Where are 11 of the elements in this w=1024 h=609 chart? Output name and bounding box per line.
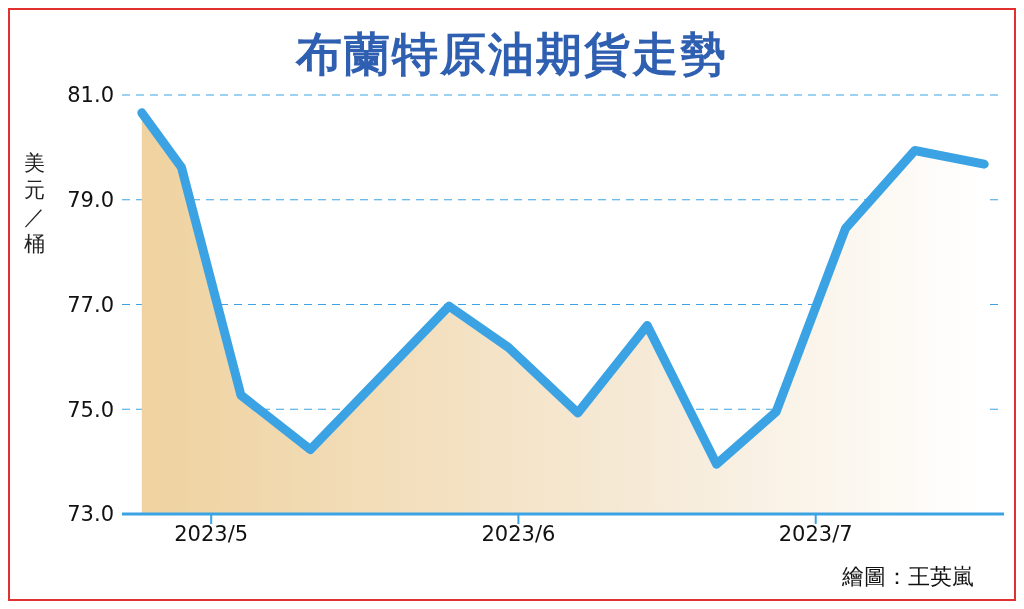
y-tick-label: 73.0	[67, 502, 114, 527]
x-tick-label: 2023/5	[174, 521, 249, 546]
text: 繪圖：王英嵐	[842, 563, 974, 591]
y-tick-label: 81.0	[67, 83, 114, 108]
y-tick-label: 75.0	[67, 397, 114, 422]
chart-title: 布蘭特原油期貨走勢	[296, 27, 728, 81]
y-tick-label: 79.0	[67, 188, 114, 213]
y-tick-label: 77.0	[67, 292, 114, 317]
x-tick-label: 2023/7	[778, 521, 853, 546]
y-axis-title: 美元／桶	[22, 150, 46, 258]
x-tick-label: 2023/6	[481, 521, 556, 546]
